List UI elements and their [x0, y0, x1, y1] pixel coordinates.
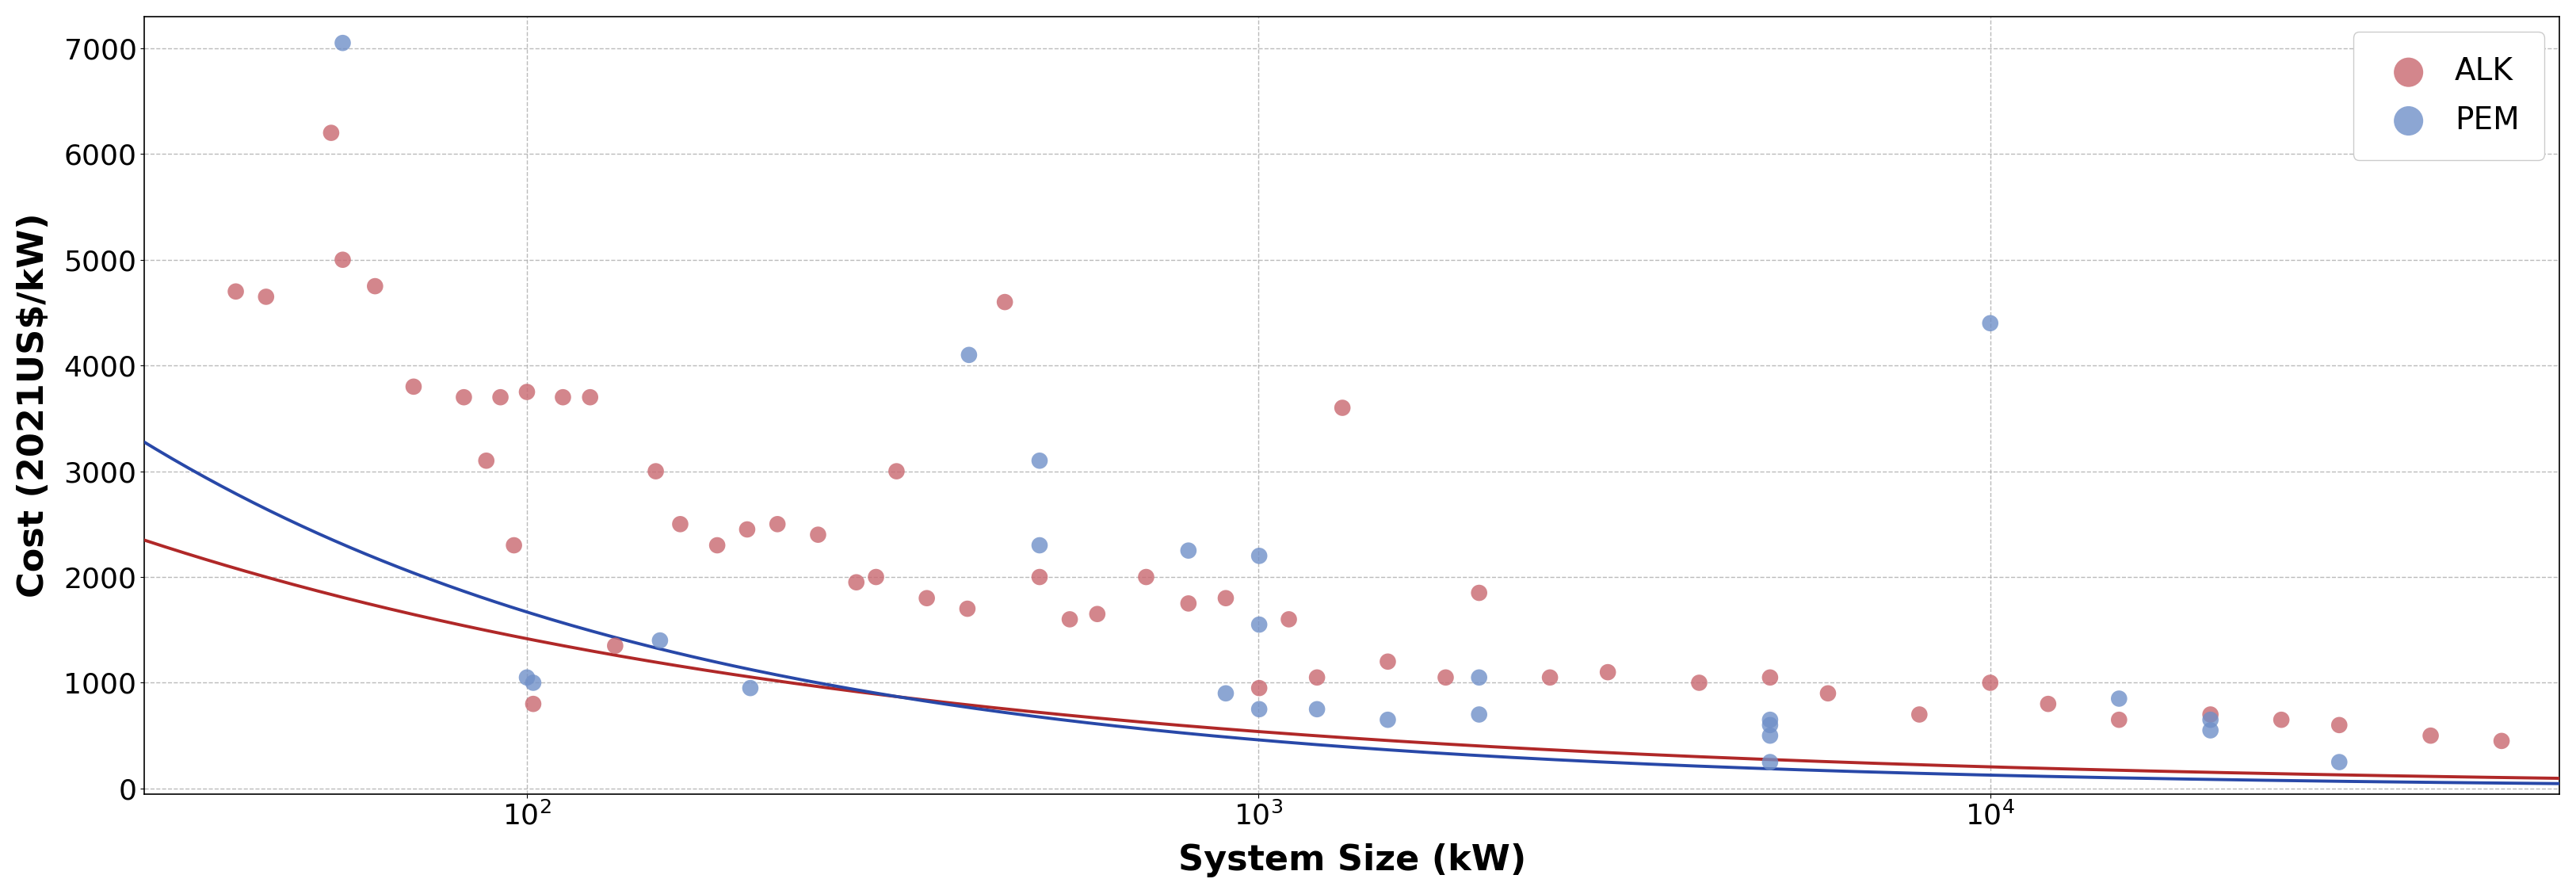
- PEM: [2190, 723, 2231, 738]
- PEM: [1749, 718, 1790, 732]
- PEM: [1206, 687, 1247, 701]
- ALK: [1321, 401, 1363, 415]
- PEM: [948, 348, 989, 362]
- ALK: [726, 522, 768, 536]
- ALK: [1167, 596, 1208, 611]
- ALK: [2318, 718, 2360, 732]
- ALK: [2262, 713, 2303, 727]
- ALK: [2411, 729, 2452, 743]
- ALK: [1458, 586, 1499, 600]
- ALK: [216, 284, 258, 299]
- ALK: [696, 538, 737, 552]
- ALK: [984, 295, 1025, 309]
- ALK: [1899, 707, 1940, 721]
- ALK: [1048, 612, 1090, 627]
- ALK: [1077, 607, 1118, 621]
- ALK: [907, 591, 948, 605]
- ALK: [835, 575, 876, 589]
- PEM: [1458, 670, 1499, 685]
- PEM: [1749, 713, 1790, 727]
- ALK: [855, 569, 896, 584]
- ALK: [1126, 569, 1167, 584]
- PEM: [1020, 538, 1061, 552]
- ALK: [1808, 687, 1850, 701]
- PEM: [1020, 453, 1061, 468]
- ALK: [443, 390, 484, 404]
- ALK: [1206, 591, 1247, 605]
- PEM: [2318, 755, 2360, 769]
- ALK: [1680, 676, 1721, 690]
- ALK: [948, 602, 989, 616]
- ALK: [312, 126, 353, 140]
- PEM: [1368, 713, 1409, 727]
- ALK: [2190, 707, 2231, 721]
- ALK: [1296, 670, 1337, 685]
- PEM: [2190, 713, 2231, 727]
- Y-axis label: Cost (2021US$/kW): Cost (2021US$/kW): [15, 213, 52, 597]
- ALK: [1368, 654, 1409, 669]
- ALK: [1239, 681, 1280, 696]
- ALK: [394, 379, 435, 393]
- ALK: [466, 453, 507, 468]
- PEM: [1971, 316, 2012, 331]
- ALK: [507, 384, 549, 399]
- ALK: [322, 253, 363, 267]
- ALK: [513, 696, 554, 711]
- ALK: [595, 638, 636, 653]
- PEM: [1296, 702, 1337, 716]
- ALK: [2027, 696, 2069, 711]
- X-axis label: System Size (kW): System Size (kW): [1177, 843, 1525, 878]
- ALK: [569, 390, 611, 404]
- ALK: [1267, 612, 1309, 627]
- Legend: ALK, PEM: ALK, PEM: [2352, 32, 2545, 160]
- ALK: [495, 538, 536, 552]
- PEM: [1239, 549, 1280, 563]
- ALK: [799, 527, 840, 542]
- ALK: [1749, 670, 1790, 685]
- ALK: [659, 517, 701, 531]
- ALK: [1971, 676, 2012, 690]
- ALK: [355, 279, 397, 293]
- ALK: [1530, 670, 1571, 685]
- ALK: [1587, 665, 1628, 679]
- ALK: [757, 517, 799, 531]
- PEM: [1749, 755, 1790, 769]
- PEM: [1239, 702, 1280, 716]
- PEM: [2099, 691, 2141, 705]
- ALK: [2481, 734, 2522, 748]
- PEM: [507, 670, 549, 685]
- PEM: [1239, 618, 1280, 632]
- PEM: [729, 681, 770, 696]
- PEM: [322, 36, 363, 50]
- ALK: [2099, 713, 2141, 727]
- PEM: [1749, 729, 1790, 743]
- ALK: [245, 290, 286, 304]
- PEM: [1458, 707, 1499, 721]
- ALK: [1020, 569, 1061, 584]
- PEM: [1167, 544, 1208, 558]
- ALK: [636, 464, 677, 478]
- PEM: [513, 676, 554, 690]
- ALK: [1425, 670, 1466, 685]
- PEM: [639, 633, 680, 647]
- ALK: [876, 464, 917, 478]
- ALK: [479, 390, 520, 404]
- ALK: [544, 390, 585, 404]
